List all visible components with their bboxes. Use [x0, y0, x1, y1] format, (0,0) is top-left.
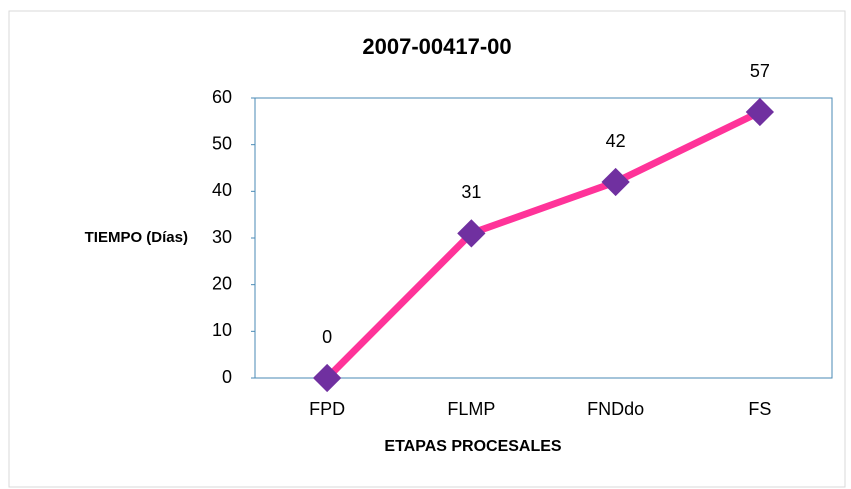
data-label: 0 [322, 327, 332, 347]
x-tick-label: FPD [309, 399, 345, 419]
y-axis-label: TIEMPO (Días) [85, 229, 188, 246]
data-label: 31 [461, 182, 481, 202]
marker [601, 167, 630, 197]
y-tick-label: 20 [212, 273, 232, 293]
y-tick-label: 30 [212, 227, 232, 247]
y-tick-label: 10 [212, 320, 232, 340]
chart-title: 2007-00417-00 [362, 34, 511, 59]
y-tick-label: 50 [212, 133, 232, 153]
marker [312, 363, 342, 393]
x-tick-label: FS [748, 399, 771, 419]
marker [745, 97, 775, 127]
data-label: 57 [750, 61, 770, 81]
chart-border [8, 10, 846, 488]
y-tick-label: 0 [222, 367, 232, 387]
x-axis-label: ETAPAS PROCESALES [384, 438, 562, 455]
x-tick-label: FLMP [447, 399, 495, 419]
series-line [324, 108, 762, 381]
y-tick-label: 60 [212, 87, 232, 107]
x-tick-label: FNDdo [587, 399, 644, 419]
y-tick-label: 40 [212, 180, 232, 200]
data-label: 42 [606, 131, 626, 151]
